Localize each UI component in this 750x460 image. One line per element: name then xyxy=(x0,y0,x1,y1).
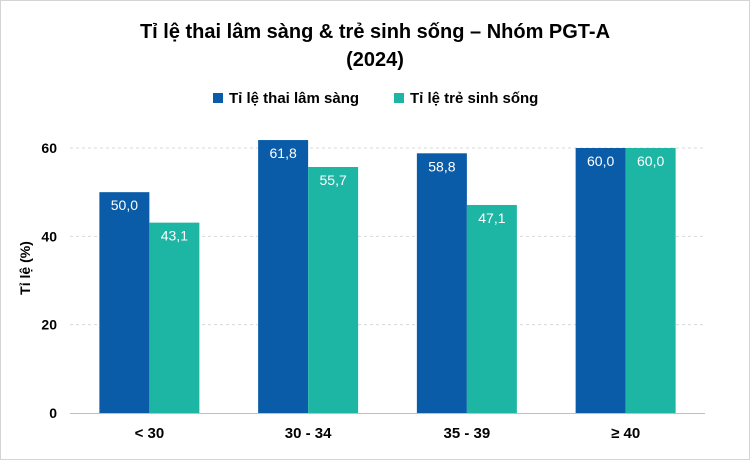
y-tick-label: 0 xyxy=(49,405,57,421)
y-tick-label: 20 xyxy=(41,317,57,333)
x-axis-categories: < 30 30 - 34 35 - 39 ≥ 40 xyxy=(135,425,641,442)
bars xyxy=(99,140,676,414)
bar-clinical-pregnancy xyxy=(258,140,309,414)
bar-clinical-pregnancy xyxy=(99,192,150,413)
legend-item-live-birth: Tỉ lệ trẻ sinh sống xyxy=(394,89,538,109)
x-category-label: < 30 xyxy=(135,425,165,442)
y-tick-label: 60 xyxy=(41,140,57,156)
bar-clinical-pregnancy xyxy=(575,148,626,413)
y-axis-ticks: 0 20 40 60 xyxy=(41,140,57,421)
chart-title: Tỉ lệ thai lâm sàng & trẻ sinh sống – Nh… xyxy=(139,21,611,43)
legend-swatch-clinical-pregnancy xyxy=(213,93,223,103)
legend-label-clinical-pregnancy: Tỉ lệ thai lâm sàng xyxy=(229,90,360,107)
chart-legend: Tỉ lệ thai lâm sàng Tỉ lệ trẻ sinh sống xyxy=(0,89,750,109)
bar-live-birth xyxy=(466,204,517,413)
bar-live-birth xyxy=(625,148,676,413)
data-label: 58,8 xyxy=(428,158,455,174)
x-category-label: 30 - 34 xyxy=(285,425,332,442)
legend-swatch-live-birth xyxy=(394,93,404,103)
y-tick-label: 40 xyxy=(41,228,57,244)
data-label: 50,0 xyxy=(111,197,138,213)
data-label: 55,7 xyxy=(320,172,347,188)
data-label: 60,0 xyxy=(587,153,614,169)
x-category-label: 35 - 39 xyxy=(444,425,491,442)
data-labels: 50,0 43,1 61,8 55,7 58,8 47,1 60,0 60,0 xyxy=(111,145,665,244)
data-label: 61,8 xyxy=(270,145,297,161)
bar-live-birth xyxy=(308,166,359,413)
legend-item-clinical-pregnancy: Tỉ lệ thai lâm sàng xyxy=(213,89,359,109)
data-label: 60,0 xyxy=(637,153,664,169)
chart-title-year: (2024) xyxy=(346,49,404,71)
data-label: 47,1 xyxy=(478,210,505,226)
legend-label-live-birth: Tỉ lệ trẻ sinh sống xyxy=(410,90,539,107)
bar-live-birth xyxy=(149,222,200,413)
data-label: 43,1 xyxy=(161,228,188,244)
x-category-label: ≥ 40 xyxy=(611,425,640,442)
y-axis-label: Tỉ lệ (%) xyxy=(17,241,33,295)
bar-clinical-pregnancy xyxy=(416,153,467,414)
